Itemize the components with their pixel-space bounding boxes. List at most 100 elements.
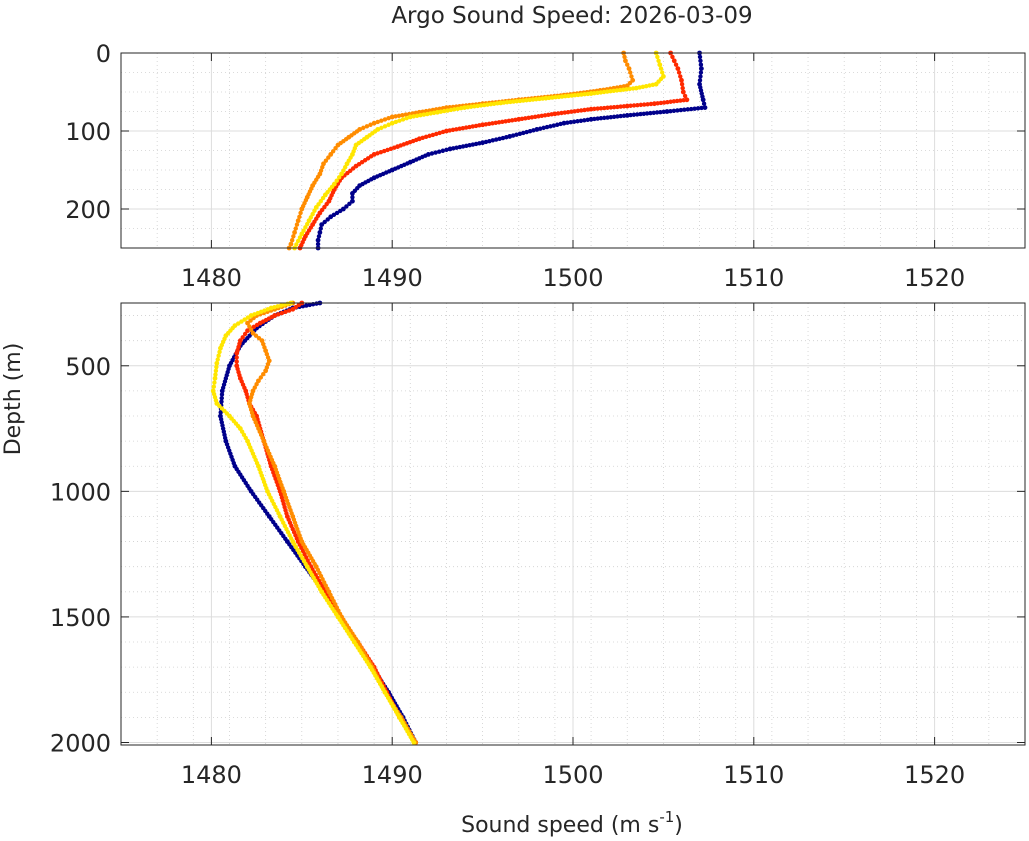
top-data-point [624, 113, 630, 118]
top-data-point [467, 124, 472, 130]
bottom-data-point [242, 317, 247, 322]
top-data-point [344, 161, 350, 167]
top-data-point [467, 142, 472, 148]
top-data-point [657, 62, 663, 68]
top-data-point [529, 115, 535, 120]
top-data-point [428, 111, 433, 116]
top-data-point [648, 110, 653, 116]
top-data-point [624, 103, 630, 109]
bottom-data-point [214, 364, 219, 370]
top-data-point [472, 104, 477, 109]
top-data-point [316, 234, 322, 239]
top-data-point [678, 107, 684, 113]
top-data-point [514, 132, 519, 137]
top-data-point [541, 125, 546, 131]
top-data-point [615, 114, 620, 119]
top-data-point [684, 97, 690, 103]
top-data-point [350, 191, 355, 196]
top-data-point [624, 83, 630, 89]
bottom-data-points [210, 300, 419, 745]
top-data-point [678, 98, 683, 103]
top-data-point [508, 99, 513, 105]
top-data-point [320, 195, 326, 201]
top-data-point [454, 127, 459, 132]
top-data-point [628, 103, 633, 108]
bottom-data-point [255, 310, 261, 316]
top-data-point [477, 123, 482, 128]
top-data-point [671, 58, 677, 64]
top-data-point [460, 125, 466, 131]
top-data-point [595, 116, 600, 121]
bottom-x-tick-label: 1500 [542, 761, 603, 789]
top-data-point [699, 105, 704, 111]
top-data-point [460, 144, 466, 149]
top-data-point [553, 95, 558, 100]
bottom-data-point [261, 371, 266, 377]
top-data-point [665, 99, 670, 105]
top-data-point [549, 112, 554, 117]
top-data-point [563, 94, 568, 99]
top-tick-marks [121, 52, 1025, 248]
top-data-point [698, 58, 703, 63]
top-data-point [454, 145, 459, 150]
top-data-point [458, 105, 464, 111]
top-data-point [322, 219, 327, 225]
top-data-point [493, 137, 499, 142]
top-data-point [310, 211, 315, 217]
top-data-point [595, 90, 600, 95]
top-data-point [291, 234, 296, 239]
top-data-point [631, 112, 637, 117]
top-data-point [650, 82, 656, 88]
bottom-data-point [212, 375, 218, 381]
top-series-0 [315, 50, 708, 251]
top-data-point [504, 100, 510, 105]
top-data-point [658, 100, 664, 106]
top-y-tick-labels: 0 100 200 [65, 40, 111, 224]
top-data-point [488, 101, 494, 107]
top-data-point [630, 86, 636, 91]
top-data-point [455, 106, 460, 111]
bottom-data-point [218, 410, 223, 415]
top-y-tick-label: 200 [65, 196, 111, 224]
top-data-point [521, 98, 526, 103]
top-data-point [318, 199, 323, 204]
top-data-point [514, 99, 520, 104]
top-data-point [504, 135, 509, 140]
top-data-point [350, 195, 355, 200]
top-data-point [473, 123, 479, 129]
bottom-y-tick-label: 1000 [50, 478, 111, 506]
top-data-point [400, 113, 405, 118]
top-data-point [617, 87, 623, 93]
top-data-point [382, 124, 388, 129]
top-data-point [386, 122, 391, 127]
top-data-point [572, 109, 577, 114]
top-data-point [297, 235, 303, 240]
top-data-point [447, 146, 453, 152]
top-data-points [286, 50, 708, 251]
top-data-point [303, 225, 308, 230]
top-data-point [400, 117, 406, 122]
top-data-point [550, 95, 555, 100]
bottom-data-point [245, 315, 251, 320]
top-data-point [621, 113, 627, 118]
top-y-tick-label: 100 [65, 118, 111, 146]
top-data-point [437, 149, 442, 154]
top-data-point [385, 147, 390, 153]
top-data-point [671, 108, 677, 113]
top-data-point [440, 129, 446, 135]
top-data-point [608, 89, 613, 94]
top-data-point [598, 90, 603, 95]
top-data-point [543, 95, 549, 101]
top-data-point [544, 124, 550, 130]
top-data-point [621, 84, 627, 89]
top-data-point [680, 85, 685, 91]
top-data-point [389, 120, 395, 126]
top-data-point [676, 70, 682, 75]
bottom-data-point [215, 357, 220, 362]
bottom-data-point [212, 380, 217, 385]
top-data-point [700, 97, 706, 103]
bottom-data-point [219, 388, 225, 394]
top-data-point [433, 150, 438, 155]
top-data-point [698, 70, 704, 75]
